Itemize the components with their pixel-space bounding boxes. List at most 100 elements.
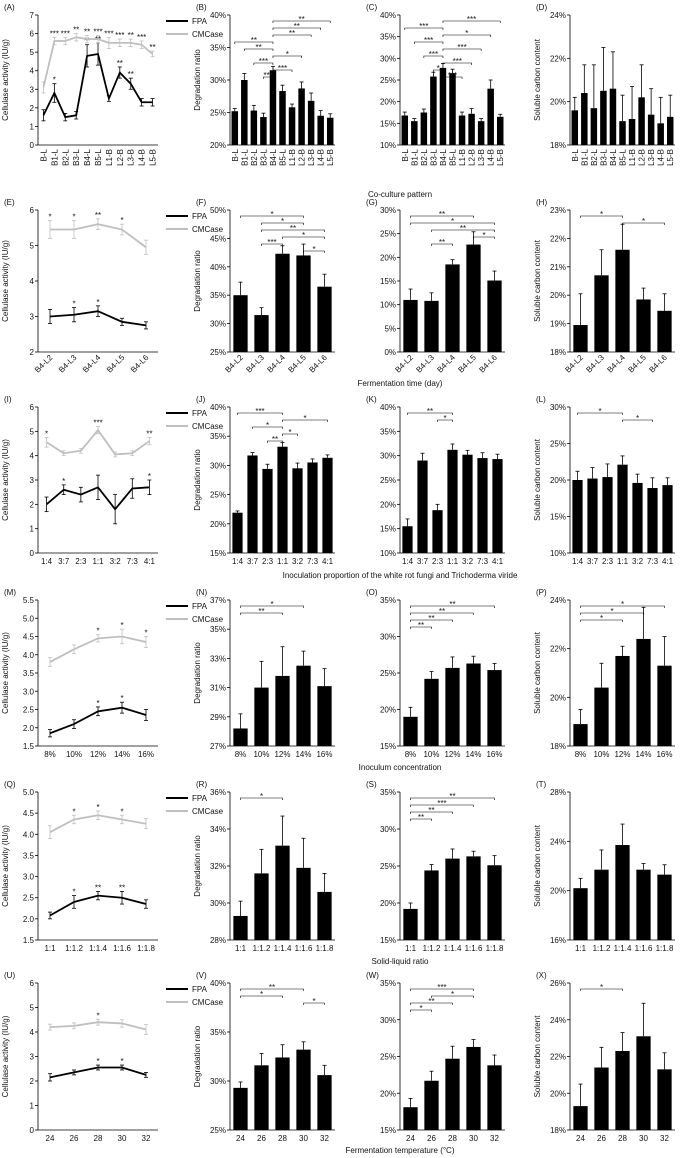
row-x-label: Inoculum concentration: [359, 763, 442, 772]
significance-bracket: [442, 62, 472, 65]
x-tick-label: 1:1.8: [316, 944, 334, 953]
y-tick-label: 3.0: [23, 873, 35, 882]
bar: [401, 115, 409, 145]
significance-label: **: [427, 407, 433, 416]
x-tick-label: 1:1.2: [423, 944, 441, 953]
significance-bracket: [473, 236, 495, 239]
y-tick-label: 25%: [210, 109, 226, 118]
significance-bracket: [240, 215, 304, 218]
y-tick-label: 30%: [380, 54, 396, 63]
x-tick-label: 2:3: [432, 557, 444, 566]
y-tick-label: 35%: [380, 788, 396, 797]
bar: [496, 116, 504, 145]
bar: [662, 485, 673, 553]
significance-label: *: [53, 76, 56, 85]
x-tick-label: 1:1.4: [444, 944, 462, 953]
x-tick-label: 3:2: [292, 557, 304, 566]
significance-bracket: [442, 76, 463, 79]
panel-label: (E): [4, 198, 15, 207]
x-tick-label: 1:1: [405, 944, 417, 953]
significance-bracket: [303, 250, 325, 253]
legend-label: FPA: [192, 794, 208, 803]
significance-bracket: [410, 988, 474, 991]
x-tick-label: 1:1.2: [253, 944, 271, 953]
y-axis-title: Cellulase activity (IU/g): [1, 632, 10, 714]
y-tick-label: 0: [30, 1126, 35, 1135]
significance-label: *: [600, 983, 603, 992]
y-tick-label: 3.5: [23, 669, 35, 678]
y-tick-label: 35%: [380, 33, 396, 42]
bar: [317, 891, 332, 940]
x-tick-label: 1:1.8: [137, 944, 155, 953]
bar: [233, 1087, 248, 1130]
x-tick-label: B4-L4: [81, 353, 103, 375]
significance-label: *: [451, 990, 454, 999]
y-tick-label: 5: [30, 48, 35, 57]
legend-label: CMCase: [192, 998, 224, 1007]
y-tick-label: 30%: [210, 1077, 226, 1086]
panel-label: (W): [366, 971, 379, 980]
bar: [288, 107, 296, 145]
significance-bracket: [431, 229, 495, 232]
y-tick-label: 28%: [210, 936, 226, 945]
bar: [269, 70, 277, 145]
x-tick-label: 3:2: [462, 557, 474, 566]
y-tick-label: 15%: [380, 936, 396, 945]
bar: [647, 114, 655, 145]
x-tick-label: B4-L3: [584, 353, 606, 375]
bar: [317, 686, 332, 746]
bar: [594, 1067, 609, 1130]
significance-bracket: [437, 419, 453, 422]
legend-label: FPA: [192, 17, 208, 26]
y-axis-title: Soluble carbon content: [533, 38, 542, 121]
significance-label: **: [269, 983, 275, 992]
y-tick-label: 20%: [380, 706, 396, 715]
significance-bracket: [431, 243, 453, 246]
y-tick-label: 10%: [550, 549, 566, 558]
row-x-label: Inoculation proportion of the white rot …: [283, 571, 518, 580]
significance-label: *: [312, 245, 315, 254]
y-tick-label: 24%: [550, 837, 566, 846]
significance-label: *: [451, 217, 454, 226]
x-tick-label: B3-L: [72, 148, 81, 165]
y-tick-label: 2: [30, 500, 35, 509]
bar: [447, 449, 458, 553]
x-tick-label: 1:4: [41, 557, 53, 566]
significance-bracket: [234, 41, 274, 44]
significance-label: **: [272, 435, 278, 444]
x-tick-label: B2-L: [420, 148, 429, 165]
x-tick-label: 26: [427, 1134, 436, 1143]
y-tick-label: 2.5: [23, 706, 35, 715]
significance-label: ***: [267, 238, 276, 247]
y-tick-label: 2: [30, 1077, 35, 1086]
significance-label: *: [45, 429, 48, 438]
bar: [403, 908, 418, 940]
x-tick-label: 16%: [656, 750, 672, 759]
x-tick-label: 12%: [274, 750, 290, 759]
significance-label: *: [144, 629, 147, 638]
x-tick-label: 1:1.2: [593, 944, 611, 953]
y-axis-title: Degradation ratio: [193, 449, 202, 511]
x-tick-label: 28: [94, 1134, 103, 1143]
x-tick-label: L4-B: [657, 149, 666, 166]
significance-label: **: [294, 22, 300, 31]
y-tick-label: 2: [30, 104, 35, 113]
significance-label: ***: [259, 57, 268, 66]
significance-label: *: [96, 298, 99, 307]
y-tick-label: 40%: [380, 403, 396, 412]
x-tick-label: 10%: [253, 750, 269, 759]
panel-label: (J): [196, 395, 206, 404]
bar: [657, 123, 664, 145]
x-tick-label: 30: [299, 1134, 308, 1143]
significance-label: **: [418, 621, 424, 630]
y-tick-label: 4.5: [23, 633, 35, 642]
bar: [307, 100, 315, 145]
bar: [241, 80, 248, 145]
x-tick-label: 10%: [593, 750, 609, 759]
x-tick-label: 4:1: [662, 557, 674, 566]
x-tick-label: 14%: [295, 750, 311, 759]
x-tick-label: L3-B: [477, 149, 486, 166]
significance-label: **: [149, 43, 155, 52]
significance-label: **: [119, 883, 125, 892]
significance-label: *: [610, 607, 613, 616]
